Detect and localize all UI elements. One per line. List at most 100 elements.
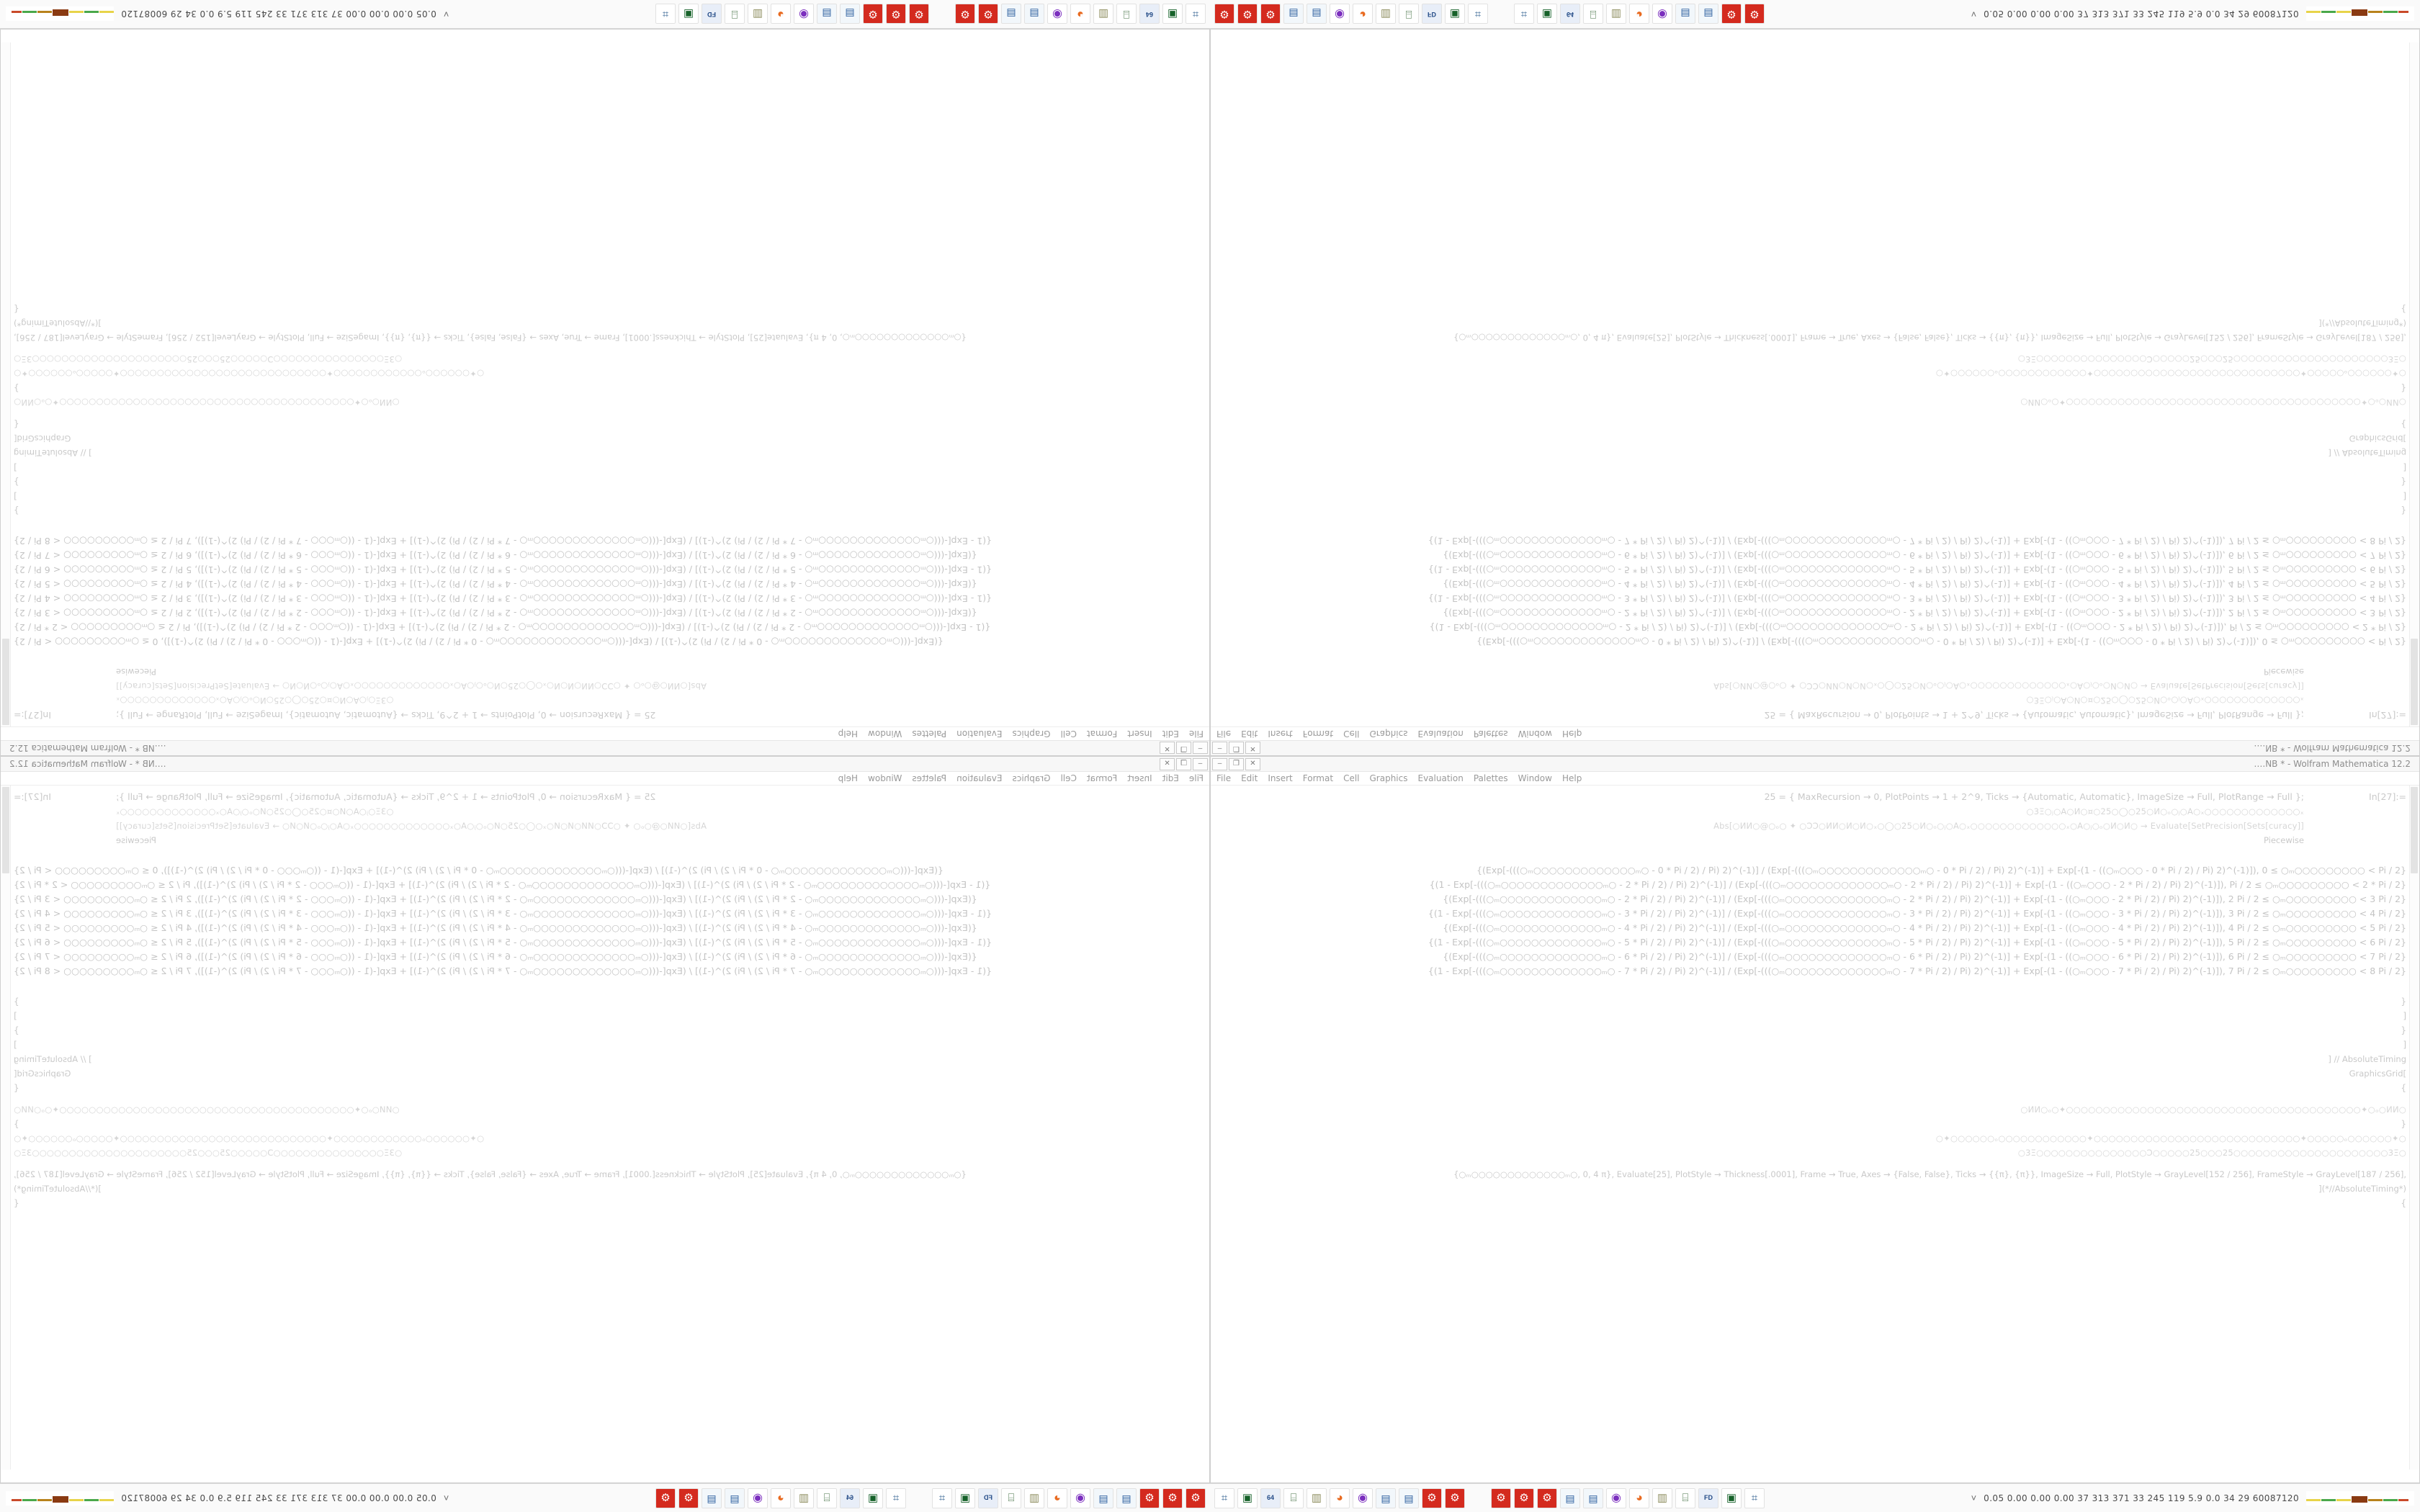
taskbar-calculator-2-icon[interactable]: ▤ [1093, 1488, 1113, 1508]
menu-item-cell[interactable]: Cell [1343, 729, 1360, 739]
taskbar-tor-browser-icon[interactable]: ◉ [1330, 4, 1350, 24]
menu-item-graphics[interactable]: Graphics [1369, 729, 1408, 739]
taskbar-terminal-icon[interactable]: ▣ [863, 1488, 883, 1508]
menu-item-edit[interactable]: Edit [1241, 729, 1258, 739]
taskbar-text-editor-icon[interactable]: ▥ [1606, 4, 1626, 24]
notebook-canvas[interactable]: In[27]:= 25 = { MaxRecursion → 0, PlotPo… [1211, 42, 2419, 726]
taskbar-terminal-icon[interactable]: ▣ [1445, 4, 1465, 24]
taskbar-terminal-icon[interactable]: ▣ [955, 1488, 975, 1508]
menu-item-graphics[interactable]: Graphics [1369, 773, 1408, 783]
menu-bar[interactable]: File Edit Insert Format Cell Graphics Ev… [1, 772, 1209, 786]
taskbar-tor-browser-icon[interactable]: ◉ [1070, 1488, 1090, 1508]
taskbar-firefox-icon[interactable]: ◕ [1629, 4, 1649, 24]
taskbar-text-editor-icon[interactable]: ▥ [1376, 4, 1396, 24]
chevron-down-icon[interactable]: ˅ [443, 1493, 449, 1503]
minimize-button[interactable]: – [1193, 757, 1208, 770]
taskbar-disk-utility-64-icon[interactable]: 64 [1560, 4, 1580, 24]
taskbar-disk-utility-64-icon[interactable]: 64 [1260, 1488, 1281, 1508]
scrollbar-thumb[interactable] [2411, 787, 2418, 873]
window-title-bar[interactable]: – ❐ ✕ ….NB * - Wolfram Mathematica 12.2 [1, 757, 1209, 772]
minimize-button[interactable]: – [1212, 742, 1227, 755]
menu-item-insert[interactable]: Insert [1127, 773, 1152, 783]
taskbar-disk-utility-icon[interactable]: FD [702, 4, 722, 24]
menu-item-file[interactable]: File [1188, 773, 1204, 783]
taskbar-text-editor-icon[interactable]: ▥ [1024, 1488, 1044, 1508]
taskbar-firefox-icon[interactable]: ◕ [1070, 4, 1090, 24]
taskbar-calculator-1-icon[interactable]: ▤ [1024, 4, 1044, 24]
taskbar-mathematica-kernel-2-icon[interactable]: ⚙ [655, 1488, 676, 1508]
taskbar-system-monitor-icon[interactable]: ⌸ [1283, 1488, 1304, 1508]
taskbar-mathematica-kernel-3-icon[interactable]: ⚙ [1260, 4, 1281, 24]
taskbar-mathematica-kernel-1-icon[interactable]: ⚙ [1422, 1488, 1442, 1508]
taskbar-terminal-icon[interactable]: ▣ [678, 4, 699, 24]
window-title-bar[interactable]: – ❐ ✕ ….NB * - Wolfram Mathematica 12.2 [1211, 757, 2419, 772]
menu-item-evaluation[interactable]: Evaluation [956, 729, 1003, 739]
chevron-down-icon[interactable]: ˅ [1971, 1493, 1977, 1503]
restore-button[interactable]: ❐ [1229, 742, 1244, 755]
menu-item-help[interactable]: Help [1561, 729, 1582, 739]
restore-button[interactable]: ❐ [1176, 742, 1191, 755]
taskbar-calculator-1-icon[interactable]: ▤ [1675, 4, 1695, 24]
taskbar-firefox-icon[interactable]: ◕ [1629, 1488, 1649, 1508]
taskbar-text-editor-icon[interactable]: ▥ [1307, 1488, 1327, 1508]
taskbar-calculator-1-icon[interactable]: ▤ [1116, 1488, 1137, 1508]
taskbar-system-monitor-icon[interactable]: ⌸ [1399, 4, 1419, 24]
menu-item-cell[interactable]: Cell [1060, 729, 1077, 739]
taskbar-tor-browser-icon[interactable]: ◉ [794, 4, 814, 24]
menu-item-graphics[interactable]: Graphics [1012, 729, 1051, 739]
taskbar-mathematica-kernel-1-icon[interactable]: ⚙ [1214, 4, 1234, 24]
mathematica-notebook-window[interactable]: – ❐ ✕ ….NB * - Wolfram Mathematica 12.2 … [0, 29, 1210, 756]
notebook-scrollbar[interactable] [2409, 42, 2419, 726]
menu-item-evaluation[interactable]: Evaluation [1417, 773, 1464, 783]
taskbar-text-editor-icon[interactable]: ▥ [1652, 1488, 1672, 1508]
menu-item-cell[interactable]: Cell [1343, 773, 1360, 783]
taskbar-mathematica-kernel-2-icon[interactable]: ⚙ [1237, 4, 1258, 24]
taskbar-firefox-icon[interactable]: ◕ [1047, 1488, 1067, 1508]
menu-item-window[interactable]: Window [1518, 773, 1552, 783]
taskbar-calculator-1-icon[interactable]: ▤ [1560, 1488, 1580, 1508]
taskbar-terminal-icon[interactable]: ▣ [1237, 1488, 1258, 1508]
menu-bar[interactable]: File Edit Insert Format Cell Graphics Ev… [1, 726, 1209, 740]
taskbar-system-monitor-icon[interactable]: ⌸ [1116, 4, 1137, 24]
taskbar-mathematica-kernel-1-icon[interactable]: ⚙ [1721, 4, 1742, 24]
restore-button[interactable]: ❐ [1176, 757, 1191, 770]
notebook-canvas[interactable]: In[27]:= 25 = { MaxRecursion → 0, PlotPo… [1, 786, 1209, 1470]
taskbar-mathematica-kernel-3-icon[interactable]: ⚙ [863, 4, 883, 24]
taskbar-display-settings-icon[interactable]: ⌗ [1468, 4, 1488, 24]
taskbar-tor-browser-icon[interactable]: ◉ [1353, 1488, 1373, 1508]
taskbar-mathematica-kernel-2-icon[interactable]: ⚙ [1514, 1488, 1534, 1508]
taskbar-terminal-icon[interactable]: ▣ [1721, 1488, 1742, 1508]
window-title-bar[interactable]: – ❐ ✕ ….NB * - Wolfram Mathematica 12.2 [1211, 740, 2419, 755]
menu-item-window[interactable]: Window [868, 729, 902, 739]
notebook-canvas[interactable]: In[27]:= 25 = { MaxRecursion → 0, PlotPo… [1, 42, 1209, 726]
menu-item-insert[interactable]: Insert [1268, 729, 1293, 739]
chevron-down-icon[interactable]: ˅ [1971, 9, 1977, 19]
taskbar-mathematica-kernel-2-icon[interactable]: ⚙ [1445, 1488, 1465, 1508]
taskbar-calculator-1-icon[interactable]: ▤ [840, 4, 860, 24]
menu-item-help[interactable]: Help [838, 729, 859, 739]
close-button[interactable]: ✕ [1160, 757, 1175, 770]
taskbar-system-monitor-icon[interactable]: ⌸ [1583, 4, 1603, 24]
scrollbar-thumb[interactable] [2, 787, 9, 873]
menu-item-format[interactable]: Format [1086, 773, 1118, 783]
taskbar-disk-utility-icon[interactable]: FD [978, 1488, 998, 1508]
taskbar-system-monitor-icon[interactable]: ⌸ [1001, 1488, 1021, 1508]
notebook-scrollbar[interactable] [1, 42, 11, 726]
taskbar-display-settings-icon[interactable]: ⌗ [932, 1488, 952, 1508]
taskbar-disk-utility-icon[interactable]: FD [1698, 1488, 1718, 1508]
taskbar-calculator-2-icon[interactable]: ▤ [1307, 4, 1327, 24]
taskbar-calculator-1-icon[interactable]: ▤ [1376, 1488, 1396, 1508]
menu-bar[interactable]: File Edit Insert Format Cell Graphics Ev… [1211, 726, 2419, 740]
menu-item-help[interactable]: Help [1561, 773, 1582, 783]
chevron-down-icon[interactable]: ˅ [443, 9, 449, 19]
menu-item-palettes[interactable]: Palettes [1473, 773, 1508, 783]
window-controls[interactable]: – ❐ ✕ [1212, 742, 1260, 755]
taskbar-mathematica-kernel-2-icon[interactable]: ⚙ [955, 4, 975, 24]
close-button[interactable]: ✕ [1245, 742, 1260, 755]
close-button[interactable]: ✕ [1245, 757, 1260, 770]
taskbar-display-settings-icon[interactable]: ⌗ [1214, 1488, 1234, 1508]
menu-item-format[interactable]: Format [1086, 729, 1118, 739]
taskbar-calculator-2-icon[interactable]: ▤ [1001, 4, 1021, 24]
menu-item-window[interactable]: Window [1518, 729, 1552, 739]
taskbar-system-monitor-icon[interactable]: ⌸ [725, 4, 745, 24]
